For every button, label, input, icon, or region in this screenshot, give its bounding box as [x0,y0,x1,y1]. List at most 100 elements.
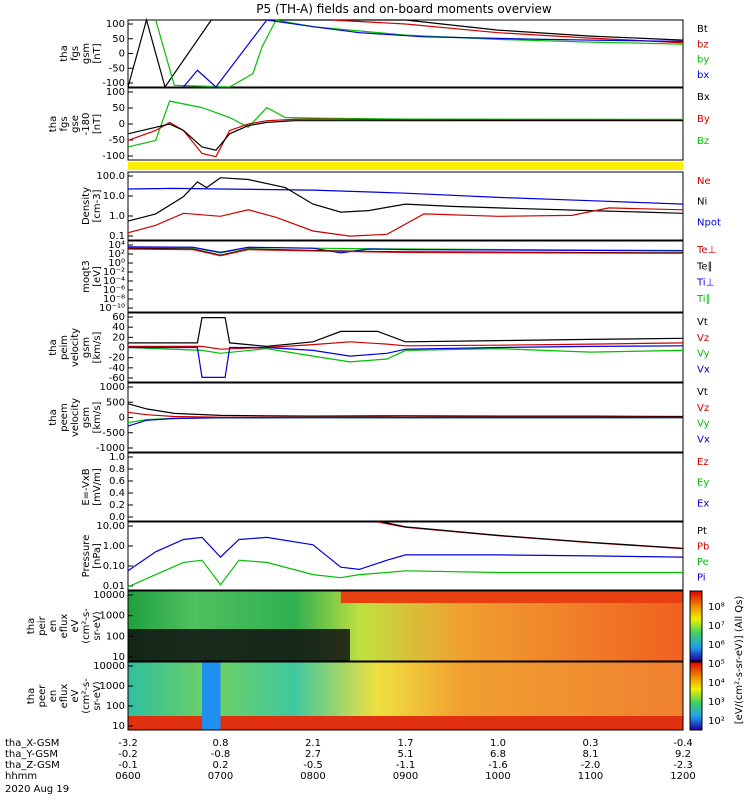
x-row-value: -1.6 [488,760,508,771]
series-Vx [128,345,684,378]
legend-Vx: Vx [697,434,710,445]
y-tick-label: 60 [112,312,125,323]
legend-bx: bx [697,70,709,81]
series-Bt [127,17,684,89]
x-row-value: -0.4 [673,738,693,749]
y-axis-label: thapeemvelocitygsm[km/s] [48,398,103,437]
y-tick-label: -50 [109,135,125,146]
x-row-value: 2.7 [305,749,321,760]
x-row-value: -0.2 [118,749,138,760]
legend-Ti∥: Ti∥ [696,294,711,305]
panel-density: 100.0 10.0 1.0 0.1 Density[cm-3] Ne Ni Npot [81,171,721,242]
legend-Ti⊥: Ti⊥ [696,278,714,289]
series-Bx [127,120,683,151]
legend-By: By [697,114,710,125]
series-Vy [127,346,684,363]
y-tick-label: 10000 [93,590,125,601]
legend-Vy: Vy [697,349,710,360]
x-row-value: -3.2 [118,738,138,749]
y-tick-label: 10⁻⁸ [103,294,125,305]
legend-Vt: Vt [697,317,708,328]
legend-Ez: Ez [697,457,709,468]
x-row-value: -2.3 [673,760,693,771]
y-tick-label: 1.00 [103,541,125,552]
y-tick-label: 100 [106,631,125,642]
series-bz [331,19,684,44]
colorbar-tick: 10³ [708,697,725,708]
y-tick-label: 0.6 [109,476,125,487]
x-row-value: 0800 [300,771,325,782]
panels-group: 100500-50-100thafgsgsm[nT]Btbzbybx100500… [26,17,721,732]
y-tick-label: 10⁴ [108,240,125,251]
series-bx [183,19,684,88]
x-row-value: 9.2 [675,749,691,760]
colorbar-tick: 10² [708,716,725,727]
panel-frame [127,661,684,731]
colorbar-tick: 10⁷ [708,621,725,632]
x-row-label: tha_X-GSM [5,738,59,749]
series-Pb [377,521,684,550]
y-tick-label: 10² [108,249,125,260]
y-tick-label: 0.8 [109,464,125,475]
x-row-value: 0600 [115,771,140,782]
colorbar-tick: 10⁸ [708,602,725,613]
y-axis-label: thapeirenefluxeV(cm²-s-sr-eV) [26,608,103,644]
y-tick-label: 0.01 [103,581,125,592]
series-Ti⊥ [127,246,684,254]
series-Vx [127,417,683,427]
y-axis-label: thafgsgse-180[nT] [48,113,103,136]
y-tick-label: 20 [112,332,125,343]
legend-Pt: Pt [697,526,707,537]
series-Vt [127,403,684,418]
y-tick-label: 10⁰ [108,258,125,269]
legend-Pe: Pe [697,557,709,568]
legend-bz: bz [697,39,709,50]
x-row-value: 0700 [208,771,233,782]
y-tick-label: 0 [119,49,125,60]
x-row-label: tha_Y-GSM [5,749,58,760]
y-tick-label: 10⁻² [103,267,125,278]
legend-Bt: Bt [697,24,708,35]
series-by [155,19,684,88]
y-tick-label: 10⁻⁴ [103,276,125,287]
legend-Vz: Vz [697,333,709,344]
panel-frame [127,521,684,591]
legend-Vx: Vx [697,364,710,375]
series-Vt [128,317,684,348]
mode-bar [128,162,683,170]
x-row-value: 0.3 [583,738,599,749]
spectrogram-center-band [202,662,221,730]
x-row-value: 1200 [670,771,695,782]
legend-Te⊥: Te⊥ [696,245,716,256]
legend-Vz: Vz [697,403,709,414]
y-tick-label: 500 [106,397,125,408]
y-tick-label: -500 [102,428,125,439]
y-tick-label: 0 [119,343,125,354]
y-tick-label: -50 [109,63,125,74]
series-Ni [127,177,684,222]
y-tick-label: 0.4 [109,488,125,499]
x-row-value: 0900 [393,771,418,782]
y-tick-label: 0.1 [109,231,125,242]
series-Pe [127,559,683,588]
y-axis-label: Pressure[nPa] [81,535,103,578]
legend-Pb: Pb [697,542,709,553]
y-tick-label: 1000 [100,681,125,692]
y-tick-label: 40 [112,322,125,333]
x-row-value: 1000 [485,771,510,782]
y-tick-label: 50 [112,103,125,114]
y-tick-label: 10 [112,652,125,663]
legend-Te∥: Te∥ [696,261,713,272]
panel-frame [127,452,684,522]
legend-Npot: Npot [697,217,721,228]
panel-frame [127,19,684,88]
legend-Ex: Ex [697,498,709,509]
y-tick-label: -40 [109,363,125,374]
y-tick-label: 1000 [100,382,125,393]
colorbar-tick: 10⁵ [708,659,725,670]
y-axis-label: E=-VxB[mV/m] [81,468,103,506]
series-By [127,118,684,158]
